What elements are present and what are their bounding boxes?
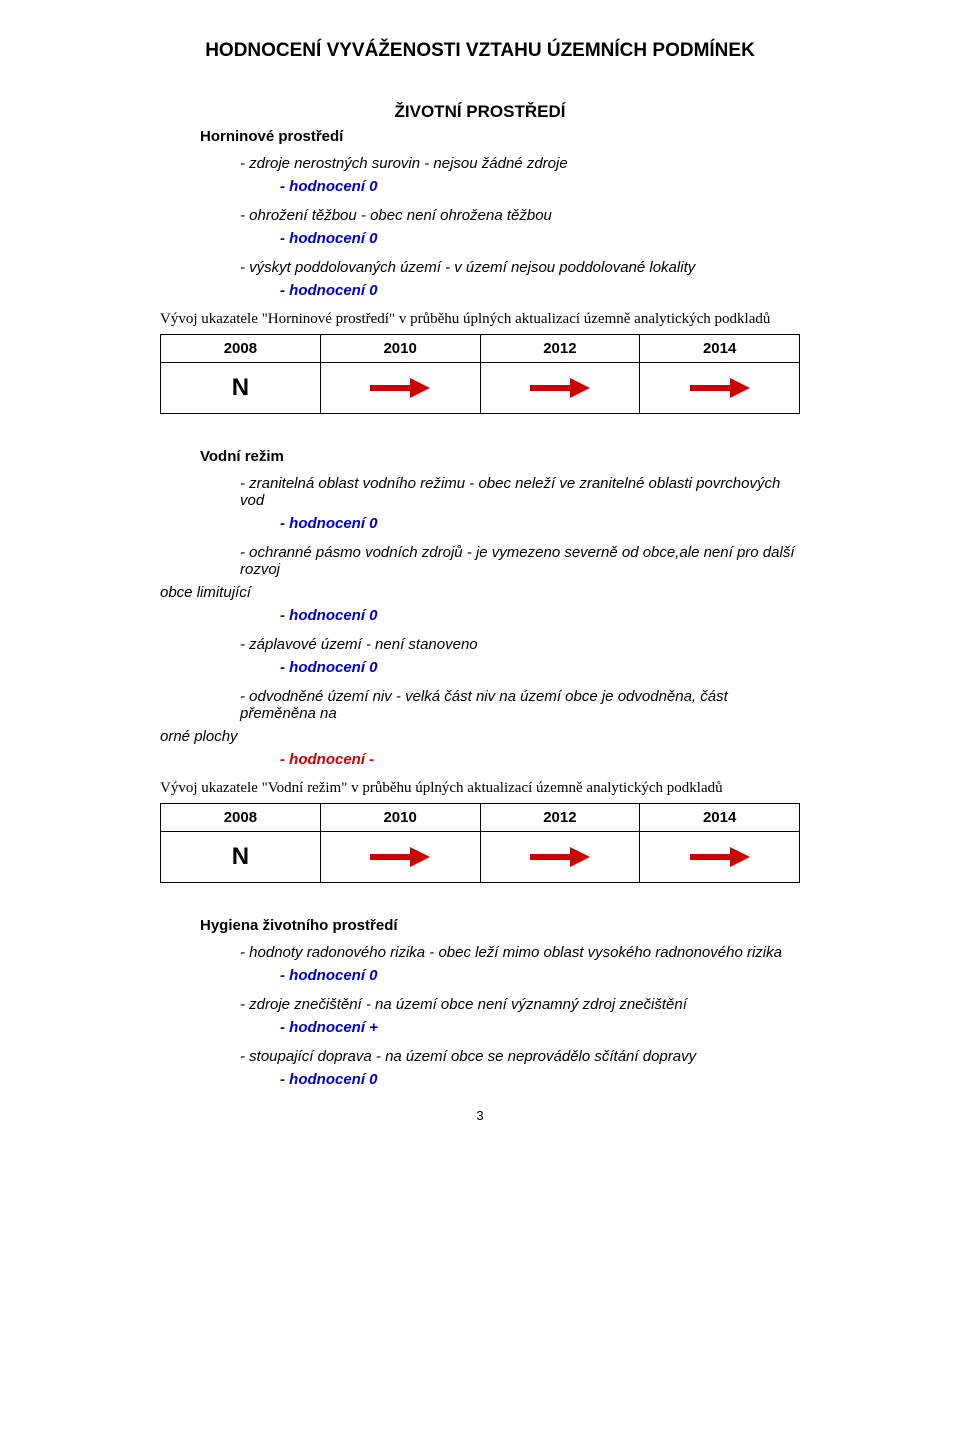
value-cell-arrow [320,363,480,414]
value-cell-arrow [640,363,800,414]
arrow-right-icon [370,847,430,867]
subsection-horninove: Horninové prostředí [160,128,800,145]
table-value-row: N [161,363,800,414]
year-cell: 2012 [480,804,640,832]
value-cell-arrow [480,832,640,883]
text-line-wrap: orné plochy [160,728,800,745]
rating-line: - hodnocení 0 [160,659,800,676]
text-line: - zdroje nerostných surovin - nejsou žád… [160,155,800,172]
year-cell: 2014 [640,335,800,363]
year-cell: 2008 [161,335,321,363]
rating-line: - hodnocení 0 [160,178,800,195]
arrow-right-icon [690,378,750,398]
value-cell-n: N [161,363,321,414]
text-line: - stoupající doprava - na území obce se … [160,1048,800,1065]
evolution-caption: Vývoj ukazatele "Vodní režim" v průběhu … [160,780,800,797]
table-header-row: 2008 2010 2012 2014 [161,804,800,832]
text-line: - ohrožení těžbou - obec není ohrožena t… [160,207,800,224]
rating-line-negative: - hodnocení - [160,751,800,768]
rating-line: - hodnocení 0 [160,967,800,984]
table-value-row: N [161,832,800,883]
year-cell: 2010 [320,335,480,363]
n-label: N [232,843,249,870]
subsection-vodni-rezim: Vodní režim [160,448,800,465]
rating-line: - hodnocení + [160,1019,800,1036]
year-cell: 2008 [161,804,321,832]
rating-line: - hodnocení 0 [160,282,800,299]
page-number: 3 [160,1108,800,1123]
table-header-row: 2008 2010 2012 2014 [161,335,800,363]
value-cell-n: N [161,832,321,883]
year-cell: 2010 [320,804,480,832]
rating-line: - hodnocení 0 [160,607,800,624]
value-cell-arrow [480,363,640,414]
text-line: - hodnoty radonového rizika - obec leží … [160,944,800,961]
arrow-right-icon [370,378,430,398]
text-line: - zdroje znečištění - na území obce není… [160,996,800,1013]
value-cell-arrow [640,832,800,883]
arrow-right-icon [530,378,590,398]
text-line: - zranitelná oblast vodního režimu - obe… [160,475,800,509]
rating-line: - hodnocení 0 [160,1071,800,1088]
arrow-right-icon [530,847,590,867]
text-line-wrap: obce limitující [160,584,800,601]
main-title: HODNOCENÍ VYVÁŽENOSTI VZTAHU ÚZEMNÍCH PO… [160,40,800,62]
evolution-caption: Vývoj ukazatele "Horninové prostředí" v … [160,311,800,328]
text-line: - výskyt poddolovaných území - v území n… [160,259,800,276]
text-line: - ochranné pásmo vodních zdrojů - je vym… [160,544,800,578]
n-label: N [232,374,249,401]
year-cell: 2012 [480,335,640,363]
section-header: ŽIVOTNÍ PROSTŘEDÍ [160,102,800,122]
page-container: HODNOCENÍ VYVÁŽENOSTI VZTAHU ÚZEMNÍCH PO… [80,0,880,1153]
text-line: - záplavové území - není stanoveno [160,636,800,653]
evolution-table-1: 2008 2010 2012 2014 N [160,334,800,414]
subsection-hygiena: Hygiena životního prostředí [160,917,800,934]
arrow-right-icon [690,847,750,867]
rating-line: - hodnocení 0 [160,515,800,532]
year-cell: 2014 [640,804,800,832]
value-cell-arrow [320,832,480,883]
evolution-table-2: 2008 2010 2012 2014 N [160,803,800,883]
text-line: - odvodněné území niv - velká část niv n… [160,688,800,722]
rating-line: - hodnocení 0 [160,230,800,247]
